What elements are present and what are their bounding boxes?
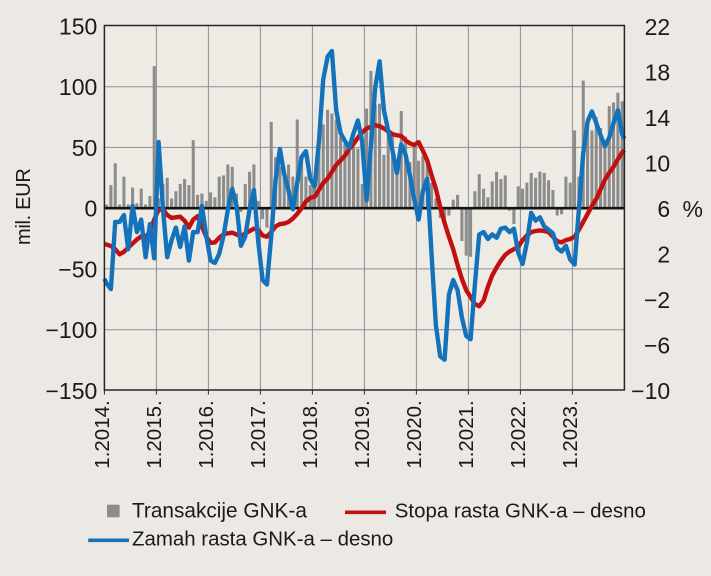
svg-text:1.2020.: 1.2020.: [403, 400, 426, 468]
svg-text:14: 14: [645, 105, 671, 131]
svg-text:−10: −10: [631, 378, 670, 404]
svg-text:6: 6: [657, 196, 670, 222]
svg-text:%: %: [683, 196, 703, 222]
svg-text:Transakcije GNK-a: Transakcije GNK-a: [132, 500, 307, 523]
svg-text:−50: −50: [58, 256, 97, 282]
svg-text:150: 150: [59, 13, 97, 39]
svg-text:100: 100: [59, 74, 97, 100]
svg-text:2: 2: [657, 241, 670, 267]
svg-text:−2: −2: [644, 287, 670, 313]
svg-text:10: 10: [645, 150, 671, 176]
svg-text:50: 50: [72, 135, 98, 161]
svg-text:1.2015.: 1.2015.: [143, 400, 166, 468]
svg-text:−150: −150: [45, 378, 97, 404]
svg-text:1.2022.: 1.2022.: [507, 400, 530, 468]
svg-text:mil. EUR: mil. EUR: [13, 169, 35, 246]
svg-text:1.2021.: 1.2021.: [455, 400, 478, 468]
svg-text:1.2019.: 1.2019.: [351, 400, 374, 468]
svg-text:1.2016.: 1.2016.: [195, 400, 218, 468]
svg-text:0: 0: [85, 196, 98, 222]
svg-text:Stopa rasta GNK-a – desno: Stopa rasta GNK-a – desno: [395, 500, 646, 523]
svg-text:1.2018.: 1.2018.: [299, 400, 322, 468]
svg-text:1.2023.: 1.2023.: [559, 400, 582, 468]
svg-text:1.2017.: 1.2017.: [247, 400, 270, 468]
svg-text:18: 18: [645, 59, 671, 85]
svg-text:1.2014.: 1.2014.: [91, 400, 114, 468]
svg-text:22: 22: [645, 14, 671, 40]
svg-text:−6: −6: [644, 332, 670, 358]
svg-text:Zamah rasta GNK-a – desno: Zamah rasta GNK-a – desno: [132, 528, 393, 551]
svg-text:−100: −100: [45, 317, 97, 343]
